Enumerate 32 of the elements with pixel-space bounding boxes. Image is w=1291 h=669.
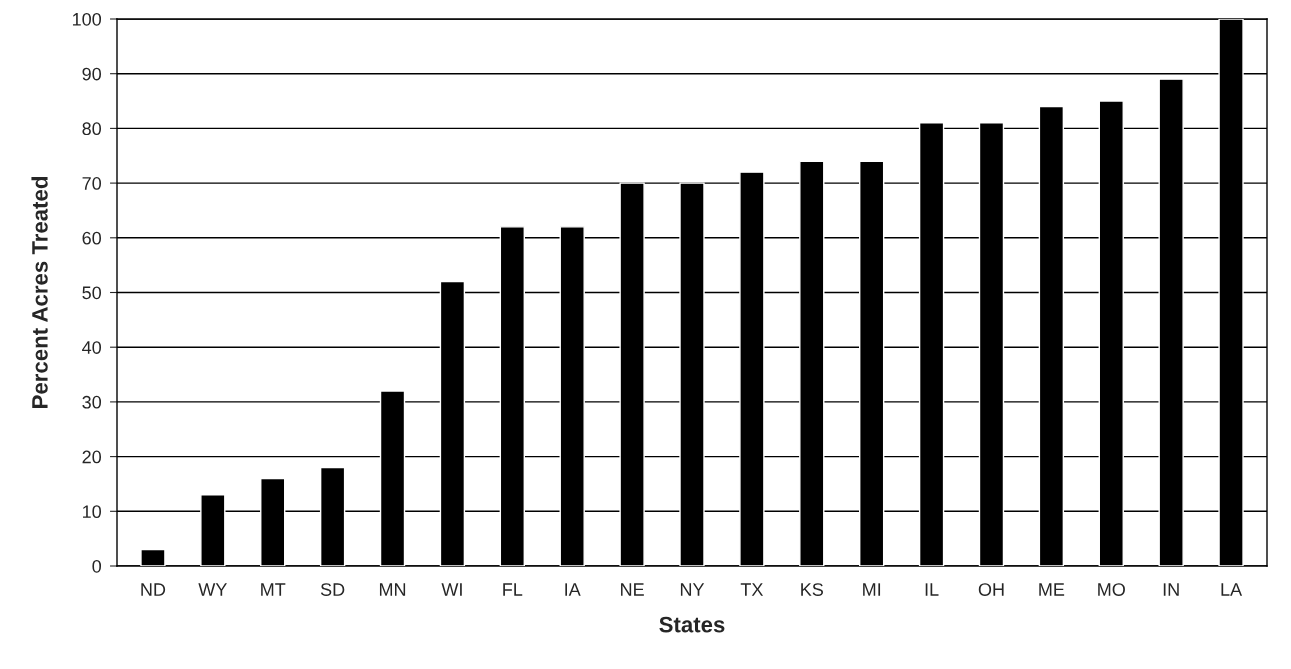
y-tick-label: 100 xyxy=(72,12,102,26)
x-tick-label: WY xyxy=(198,583,227,596)
x-tick-label: IA xyxy=(565,583,581,596)
x-tick-label: KS xyxy=(801,583,824,596)
x-tick-label: ME xyxy=(1039,583,1065,596)
x-tick-label: NY xyxy=(680,583,705,596)
x-tick-label: NE xyxy=(621,583,644,596)
x-tick-label: OH xyxy=(978,583,1004,596)
y-tick-label: 80 xyxy=(82,122,102,136)
x-tick-label: IN xyxy=(1163,583,1179,596)
y-tick-label: 60 xyxy=(82,231,102,245)
y-tick-label: 0 xyxy=(92,559,102,573)
x-tick-label: TX xyxy=(740,583,764,596)
y-tick-label: 70 xyxy=(82,177,102,190)
y-tick-label: 10 xyxy=(83,505,102,519)
x-tick-label: WI xyxy=(441,583,462,596)
y-tick-label: 20 xyxy=(82,450,102,464)
x-tick-label: MN xyxy=(379,583,406,596)
x-tick-label: MI xyxy=(863,583,881,596)
x-axis-title: States xyxy=(659,616,725,633)
x-tick-label: LA xyxy=(1221,583,1243,596)
y-tick-label: 40 xyxy=(82,341,102,354)
x-tick-label: MO xyxy=(1098,583,1125,596)
x-tick-label: FL xyxy=(503,583,523,596)
y-tick-label: 30 xyxy=(82,395,102,409)
y-axis-title: Percent Acres Treated xyxy=(31,177,48,408)
x-tick-label: SD xyxy=(320,583,345,596)
y-tick-label: 90 xyxy=(82,67,102,81)
y-tick-label: 50 xyxy=(82,286,102,300)
x-tick-label: MT xyxy=(261,583,286,596)
x-tick-label: IL xyxy=(925,583,939,596)
x-tick-label: ND xyxy=(141,583,166,596)
